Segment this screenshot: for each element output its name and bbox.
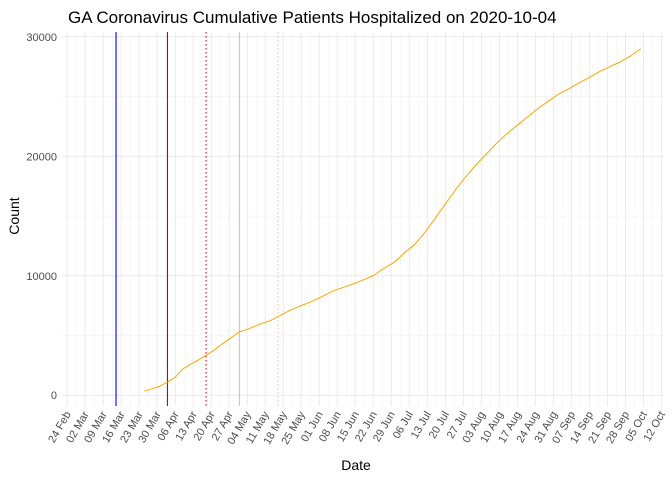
y-axis: 0 10000 20000 30000 [26, 32, 57, 402]
y-axis-title: Count [6, 197, 22, 234]
chart-title: GA Coronavirus Cumulative Patients Hospi… [68, 8, 557, 27]
grid [62, 32, 664, 406]
reference-lines [115, 32, 279, 406]
y-tick-label: 20000 [26, 151, 57, 163]
x-axis-title: Date [341, 457, 371, 473]
y-tick-label: 0 [51, 390, 57, 402]
y-tick-label: 30000 [26, 32, 57, 44]
y-tick-label: 10000 [26, 271, 57, 283]
series-layer [144, 48, 642, 392]
series-line [144, 48, 642, 392]
